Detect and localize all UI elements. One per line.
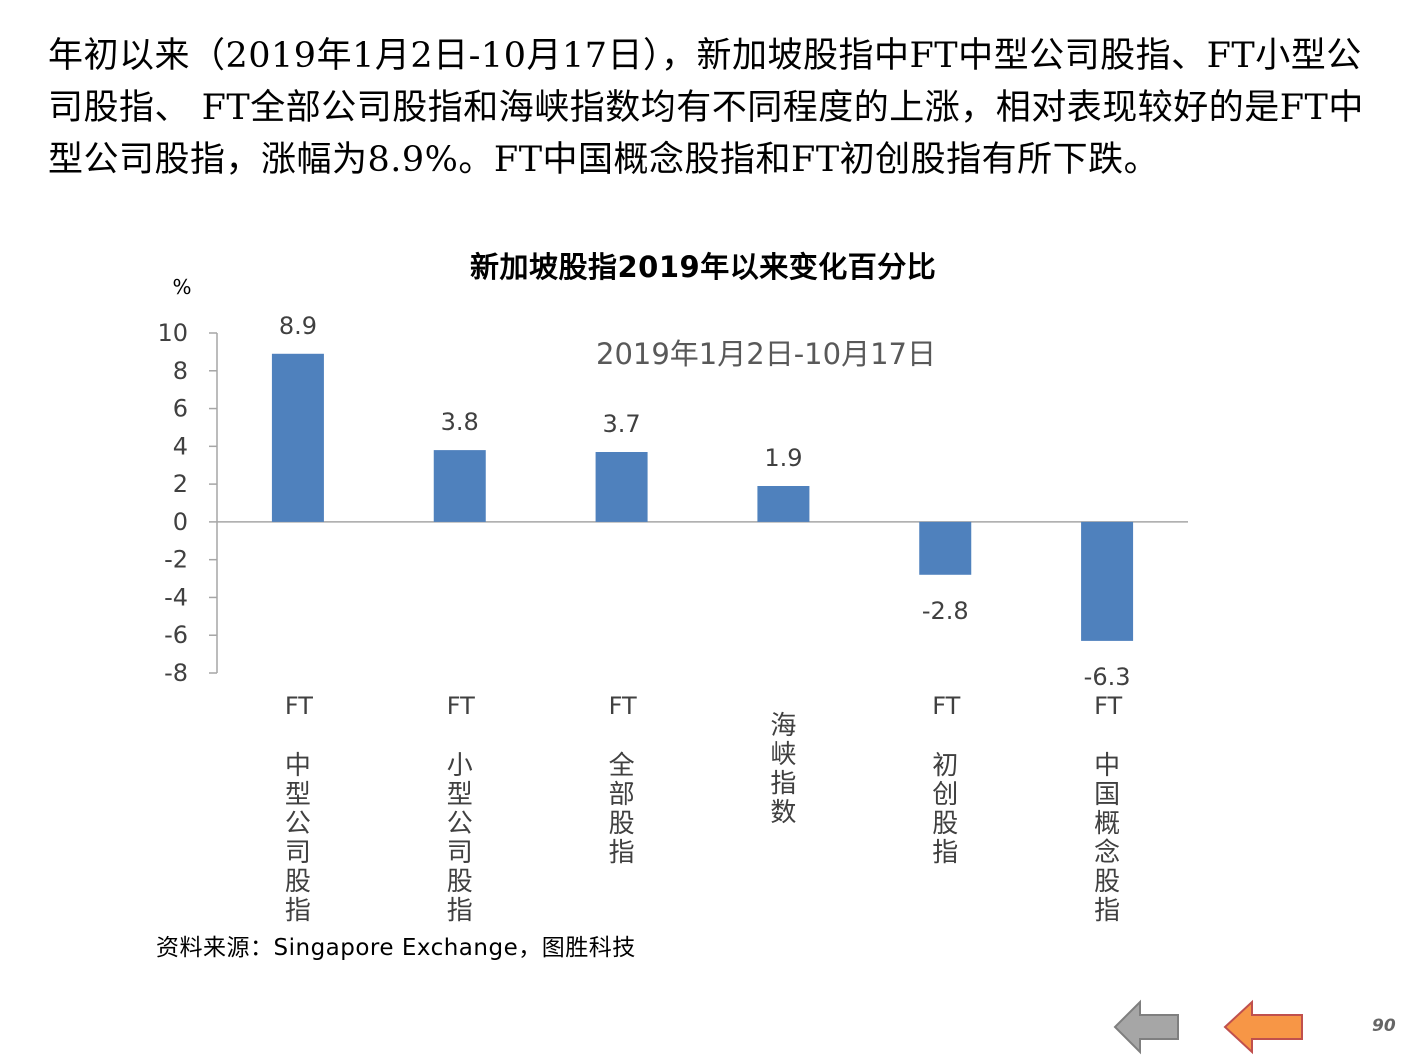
x-category-label-char: 国 [1094,780,1120,810]
x-category-label-char: 股 [447,867,473,897]
x-category-label-char: 指 [609,838,635,868]
bar [919,521,972,575]
x-category-label-char: 指 [1094,896,1120,926]
y-axis-unit-label: % [172,275,191,299]
x-category-label-char: FT [932,692,960,720]
x-category-label-char: 海 [770,711,796,741]
bar [271,353,324,522]
x-category-label-char: 数 [770,798,796,828]
x-category-label-char: 念 [1094,838,1120,868]
bar [433,450,486,522]
y-tick-label: 2 [173,470,188,498]
x-category-label-char: 司 [285,838,311,868]
data-label: 8.9 [279,312,317,340]
data-label: -6.3 [1084,663,1131,691]
left-arrow-icon [1223,999,1303,1055]
x-category-label-char: 司 [447,838,473,868]
x-category-label-char: 指 [285,896,311,926]
chart-title: 新加坡股指2019年以来变化百分比 [470,250,937,284]
x-category-label-char: 股 [932,809,958,839]
x-category-label: FT 初创股指 [932,692,960,868]
x-category-label-char: FT [609,692,637,720]
x-category-label-char: 公 [447,809,473,839]
chart-subtitle: 2019年1月2日-10月17日 [596,337,936,371]
y-tick-label: 10 [157,319,188,347]
bar [757,486,810,522]
x-category-label-char: 公 [285,809,311,839]
x-category-label-char: FT [285,692,313,720]
y-tick-label: 4 [173,432,188,460]
x-category-label-char: 中 [285,751,311,781]
x-category-label-char: 指 [447,896,473,926]
left-arrow-icon [1113,999,1179,1055]
previous-page-button[interactable] [1222,998,1306,1060]
x-category-label: FT 小型公司股指 [447,692,475,926]
x-category-label-char: 型 [447,780,473,810]
x-category-label-char: 指 [770,769,796,799]
y-tick-label: 8 [173,357,188,385]
x-category-label-char: 小 [447,751,473,781]
x-category-label-char: 指 [932,838,958,868]
page-number: 90 [1372,1016,1396,1036]
x-category-label-char: 概 [1094,809,1120,839]
x-category-label-char: 全 [609,751,635,781]
back-button[interactable] [1112,998,1182,1060]
x-category-label: FT 中国概念股指 [1094,692,1122,926]
y-tick-label: 6 [173,395,188,423]
data-label: -2.8 [922,597,969,625]
y-tick-label: 0 [173,508,188,536]
x-category-label-char: FT [447,692,475,720]
y-tick-label: -2 [164,546,188,574]
x-category-label-char: 股 [1094,867,1120,897]
data-label: 3.8 [441,408,479,436]
x-category-label-char: 中 [1094,751,1120,781]
x-category-label: 海峡指数 [770,711,796,828]
source-note: 资料来源：Singapore Exchange，图胜科技 [156,935,636,961]
x-category-label-char: 股 [609,809,635,839]
bar [1081,521,1134,641]
x-category-label-char: FT [1094,692,1122,720]
x-category-label-char: 创 [932,780,958,810]
x-category-label-char: 股 [285,867,311,897]
data-label: 1.9 [764,444,802,472]
y-tick-label: -6 [164,621,188,649]
x-category-label-char: 初 [932,751,958,781]
x-category-label: FT 全部股指 [609,692,637,868]
intro-paragraph: 年初以来（2019年1月2日-10月17日），新加坡股指中FT中型公司股指、FT… [48,36,1364,180]
data-label: 3.7 [602,410,640,438]
y-tick-label: -4 [164,583,188,611]
x-category-label-char: 部 [609,780,635,810]
x-category-label: FT 中型公司股指 [285,692,313,926]
x-category-label-char: 型 [285,780,311,810]
y-tick-label: -8 [164,659,188,687]
bar [595,452,648,522]
x-category-label-char: 峡 [770,740,796,770]
